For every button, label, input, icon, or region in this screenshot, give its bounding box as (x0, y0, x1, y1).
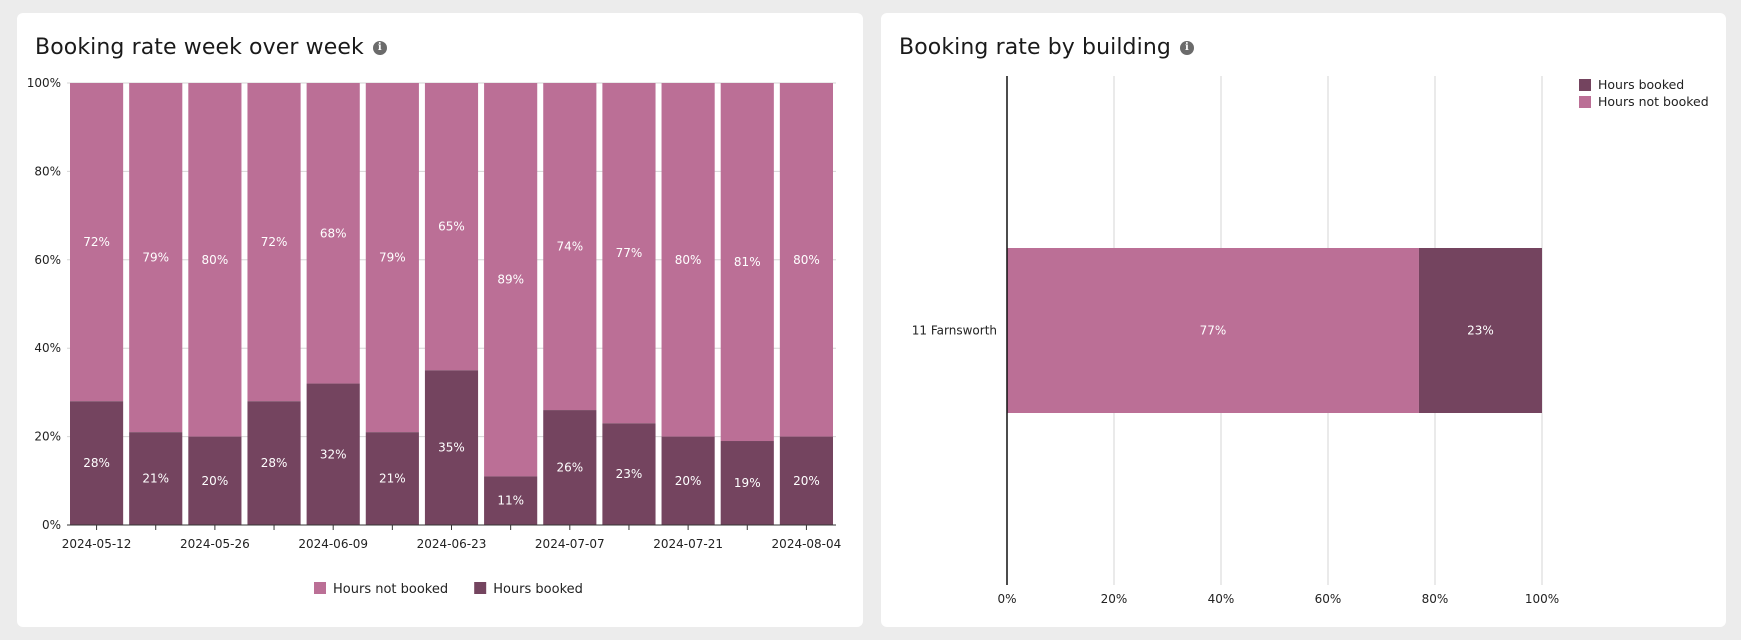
y-tick-label: 20% (34, 430, 61, 444)
weekly-booking-card: Booking rate week over week i 0% 20% 40% 60… (17, 13, 863, 627)
legend-swatch (474, 582, 487, 594)
info-icon[interactable]: i (372, 40, 387, 55)
x-tick-label: 2024-05-26 (180, 537, 250, 551)
y-tick-label: 11 Farnsworth (912, 324, 997, 338)
legend-label: Hours booked (1598, 77, 1684, 92)
legend-swatch (1579, 79, 1591, 91)
data-label: 80% (675, 253, 702, 267)
bar-hours-booked (129, 432, 183, 525)
data-label: 80% (793, 253, 820, 267)
legend-label: Hours not booked (1598, 94, 1709, 109)
bar-hours-not-booked (247, 83, 301, 402)
legend-swatch (314, 582, 326, 594)
bar-hours-booked (779, 436, 833, 525)
data-label: 79% (379, 251, 406, 265)
x-tick-label: 2024-07-07 (535, 537, 605, 551)
data-label: 68% (320, 226, 347, 240)
bar-hours-not-booked (1007, 248, 1419, 413)
bar-hours-not-booked (779, 83, 833, 437)
data-label: 74% (556, 240, 583, 254)
weekly-chart-title: Booking rate week over week i (35, 35, 387, 60)
data-label: 65% (438, 220, 465, 234)
bar-hours-booked (484, 476, 538, 525)
bar-hours-booked (543, 410, 597, 525)
x-tick-label: 2024-06-09 (298, 537, 368, 551)
x-tick-label: 2024-05-12 (62, 537, 132, 551)
x-tick-label: 80% (1422, 592, 1449, 606)
bar-hours-not-booked (720, 83, 774, 442)
x-tick-label: 60% (1315, 592, 1342, 606)
bar-hours-booked (365, 432, 419, 525)
bar-hours-not-booked (188, 83, 242, 437)
bar-hours-booked (188, 436, 242, 525)
bar-hours-not-booked (306, 83, 360, 384)
data-label: 32% (320, 447, 347, 461)
bar-hours-booked (306, 383, 360, 525)
bar-hours-booked (661, 436, 715, 525)
weekly-booking-chart: 0% 20% 40% 60% 80% 100% 72% 28% 79% 21% 80% 20% 72% 2… (27, 76, 842, 597)
y-tick-label: 40% (34, 341, 61, 355)
x-tick-label: 0% (997, 592, 1016, 606)
data-label: 72% (261, 235, 288, 249)
data-label: 81% (734, 255, 761, 269)
y-tick-label: 60% (34, 253, 61, 267)
data-label: 28% (261, 456, 288, 470)
legend-swatch (1579, 96, 1591, 108)
bar-hours-not-booked (661, 83, 715, 437)
bar-hours-booked (602, 423, 656, 525)
x-tick-label: 2024-07-21 (653, 537, 723, 551)
building-chart-title: Booking rate by building i (899, 35, 1194, 60)
x-tick-label: 2024-08-04 (772, 537, 842, 551)
x-tick-label: 2024-06-23 (417, 537, 487, 551)
data-label: 20% (202, 474, 229, 488)
data-label: 77% (616, 246, 643, 260)
data-label: 19% (734, 476, 761, 490)
data-label: 21% (142, 472, 169, 486)
data-label: 77% (1200, 324, 1227, 338)
building-booking-chart: 0% 20% 40% 60% 80% 100% 77% 23% 11 Farnsworth Hou… (912, 76, 1709, 606)
bar-hours-booked (247, 401, 301, 525)
data-label: 28% (83, 456, 110, 470)
y-tick-label: 80% (34, 164, 61, 178)
data-label: 35% (438, 441, 465, 455)
y-tick-label: 100% (27, 76, 61, 90)
building-booking-card: Booking rate by building i 0% 20% 40% 60% 80… (881, 13, 1726, 627)
bar-hours-booked (70, 401, 124, 525)
data-label: 79% (142, 251, 169, 265)
bar-hours-not-booked (543, 83, 597, 411)
bar-hours-booked (424, 370, 479, 525)
legend-label: Hours booked (493, 582, 583, 597)
bar-hours-not-booked (484, 83, 538, 477)
x-tick-label: 20% (1101, 592, 1128, 606)
x-tick-label: 40% (1208, 592, 1235, 606)
legend-label: Hours not booked (333, 582, 448, 597)
bar-hours-not-booked (129, 83, 183, 433)
data-label: 72% (83, 235, 110, 249)
info-icon[interactable]: i (1179, 40, 1194, 55)
bar-hours-not-booked (70, 83, 124, 402)
bar-hours-not-booked (602, 83, 656, 424)
y-tick-label: 0% (42, 518, 61, 532)
data-label: 11% (497, 494, 524, 508)
weekly-chart-title-text: Booking rate week over week (35, 35, 364, 60)
data-label: 89% (497, 273, 524, 287)
data-label: 20% (675, 474, 702, 488)
bar-hours-not-booked (365, 83, 419, 433)
data-label: 23% (616, 467, 643, 481)
data-label: 20% (793, 474, 820, 488)
bar-hours-booked (1418, 248, 1542, 413)
building-chart-title-text: Booking rate by building (899, 35, 1171, 60)
data-label: 21% (379, 472, 406, 486)
bar-hours-booked (720, 441, 774, 525)
data-label: 23% (1467, 324, 1494, 338)
x-tick-label: 100% (1525, 592, 1559, 606)
data-label: 26% (556, 461, 583, 475)
data-label: 80% (202, 253, 229, 267)
bar-hours-not-booked (424, 83, 479, 371)
